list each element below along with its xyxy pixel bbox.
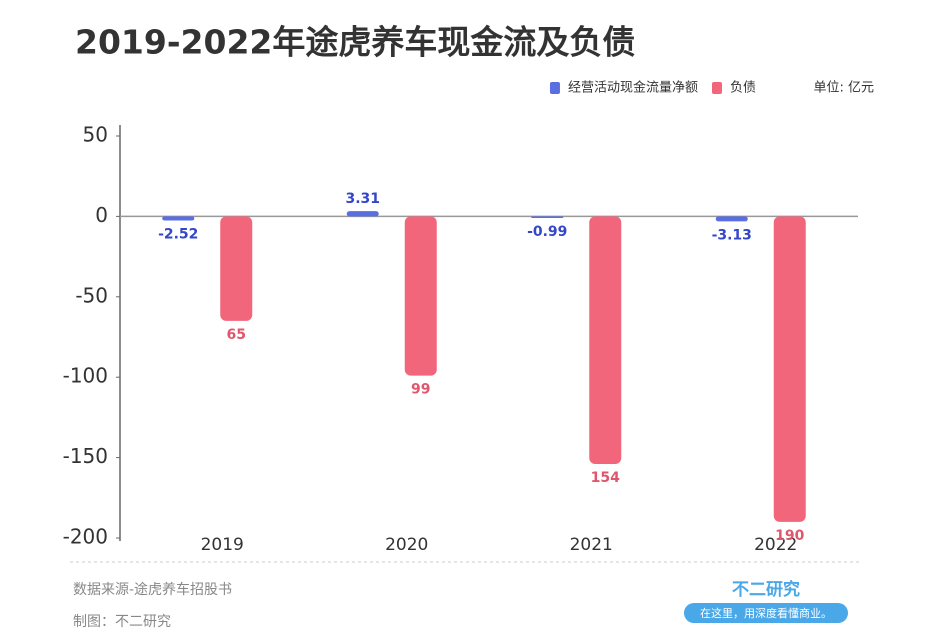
y-tick-label: -50 — [75, 283, 108, 307]
value-label: 65 — [227, 327, 246, 343]
bar — [531, 216, 564, 218]
legend-label: 经营活动现金流量净额 — [568, 80, 698, 96]
y-tick-label: -200 — [63, 525, 108, 549]
x-tick-label: 2021 — [570, 535, 613, 555]
value-label: 154 — [591, 470, 620, 486]
x-tick-label: 2020 — [385, 535, 428, 555]
legend-label: 负债 — [730, 81, 756, 96]
value-label: -0.99 — [527, 224, 567, 240]
y-tick-label: -100 — [63, 364, 108, 388]
y-tick-label: -150 — [63, 444, 108, 468]
value-label: -3.13 — [712, 227, 752, 243]
y-tick-label: 50 — [83, 123, 108, 147]
bar — [773, 216, 806, 522]
legend-swatch — [549, 82, 560, 94]
unit-label: 单位: 亿元 — [813, 81, 874, 96]
value-label: 190 — [775, 528, 804, 544]
legend-swatch — [711, 82, 722, 94]
credit: 制图：不二研究 — [73, 614, 171, 630]
source: 数据来源-途虎养车招股书 — [73, 581, 232, 598]
bar — [715, 216, 748, 222]
slogan-pill — [684, 603, 848, 623]
bar — [220, 216, 253, 321]
value-label: 3.31 — [345, 191, 380, 207]
x-tick-label: 2019 — [201, 535, 244, 555]
slogan: 在这里，用深度看懂商业。 — [700, 606, 832, 620]
bar — [162, 216, 195, 221]
chart-title: 2019-2022年途虎养车现金流及负债 — [75, 23, 635, 62]
x-tick-label: 2022 — [754, 535, 797, 555]
value-label: 99 — [411, 382, 430, 398]
bar — [589, 216, 622, 465]
y-tick-label: 0 — [95, 203, 108, 227]
value-label: -2.52 — [158, 226, 198, 242]
bar — [346, 211, 379, 217]
brand: 不二研究 — [732, 579, 800, 600]
bar — [404, 216, 437, 376]
